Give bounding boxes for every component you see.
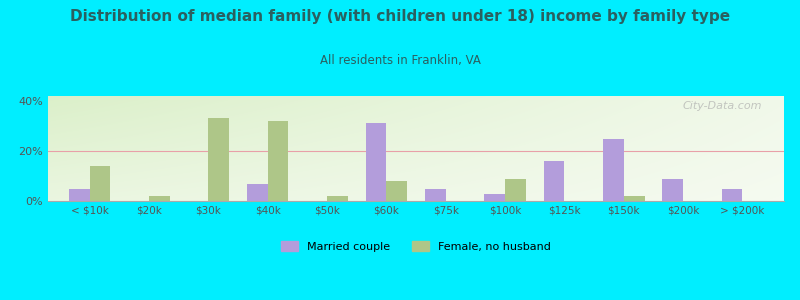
Bar bbox=[603, 139, 624, 201]
Bar bbox=[662, 178, 683, 201]
Bar bbox=[90, 166, 110, 201]
Bar bbox=[505, 178, 526, 201]
Bar bbox=[149, 196, 170, 201]
Bar bbox=[544, 161, 564, 201]
Legend: Married couple, Female, no husband: Married couple, Female, no husband bbox=[277, 237, 555, 256]
Bar bbox=[484, 194, 505, 201]
Bar bbox=[208, 118, 229, 201]
Bar bbox=[425, 188, 446, 201]
Bar bbox=[366, 124, 386, 201]
Bar bbox=[69, 188, 90, 201]
Text: Distribution of median family (with children under 18) income by family type: Distribution of median family (with chil… bbox=[70, 9, 730, 24]
Bar bbox=[722, 188, 742, 201]
Bar bbox=[327, 196, 348, 201]
Text: City-Data.com: City-Data.com bbox=[682, 101, 762, 111]
Bar bbox=[386, 181, 407, 201]
Bar bbox=[247, 184, 268, 201]
Bar bbox=[624, 196, 645, 201]
Bar bbox=[268, 121, 288, 201]
Text: All residents in Franklin, VA: All residents in Franklin, VA bbox=[319, 54, 481, 67]
